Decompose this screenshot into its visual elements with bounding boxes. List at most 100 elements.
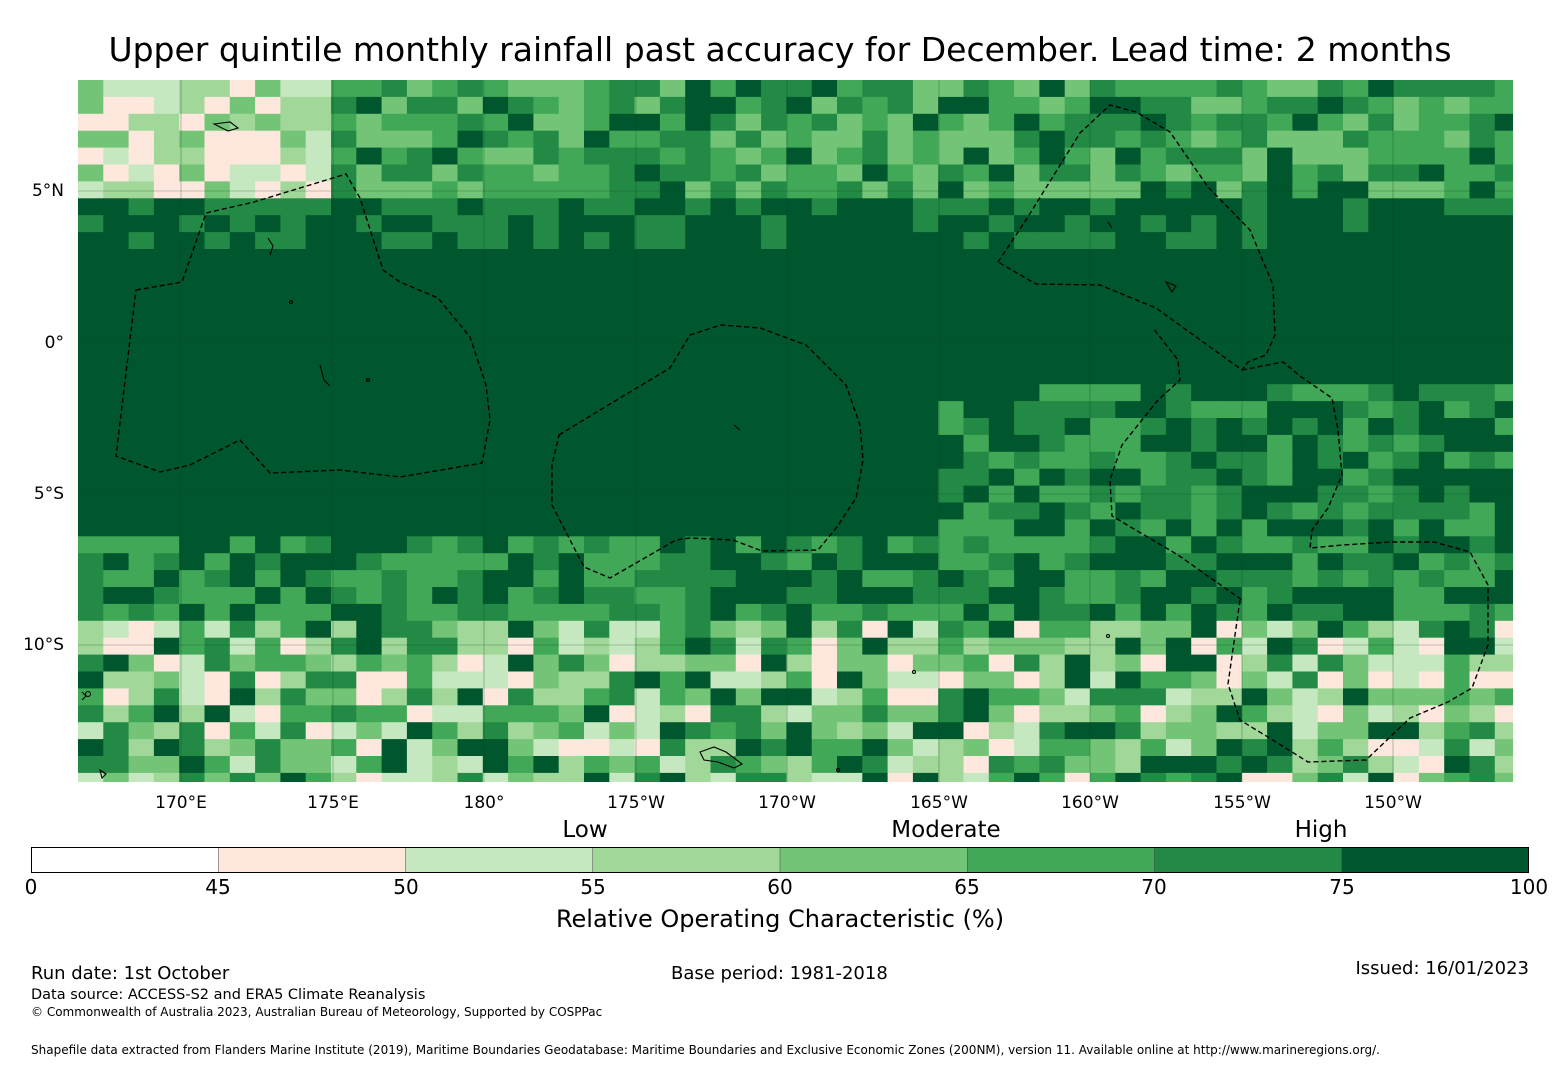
island-atoll <box>835 767 841 773</box>
roc-cell <box>659 350 686 368</box>
roc-cell <box>837 249 863 267</box>
roc-cell <box>1292 570 1319 588</box>
roc-cell <box>1191 96 1218 115</box>
lon-label-160w: 160°W <box>1061 793 1119 813</box>
roc-cell <box>710 350 737 368</box>
roc-cell <box>280 620 307 639</box>
roc-cell <box>1393 282 1420 301</box>
roc-cell <box>153 367 180 385</box>
roc-cell <box>255 603 281 622</box>
roc-cell <box>659 418 686 436</box>
roc-cell <box>634 468 661 487</box>
roc-cell <box>1469 401 1496 419</box>
roc-cell <box>761 299 787 318</box>
roc-cell <box>1444 485 1471 504</box>
roc-cell <box>887 688 914 706</box>
roc-cell <box>1469 671 1496 689</box>
roc-cell <box>1165 113 1192 132</box>
roc-cell <box>786 80 813 98</box>
roc-cell <box>1014 434 1040 453</box>
roc-cell <box>1418 722 1445 740</box>
roc-cell <box>1494 401 1513 419</box>
roc-cell <box>255 130 281 149</box>
roc-cell <box>381 249 408 267</box>
roc-cell <box>1343 468 1369 487</box>
roc-cell <box>862 350 889 368</box>
roc-cell <box>533 113 560 132</box>
roc-cell <box>1115 519 1142 537</box>
roc-cell <box>1039 502 1066 520</box>
roc-cell <box>533 350 560 368</box>
roc-cell <box>988 772 1015 782</box>
roc-cell <box>1343 384 1369 402</box>
roc-cell <box>78 739 104 757</box>
roc-cell <box>305 316 332 335</box>
roc-cell <box>229 536 256 554</box>
roc-cell <box>609 451 636 470</box>
roc-cell <box>128 282 155 301</box>
roc-cell <box>78 637 104 656</box>
roc-cell <box>1241 468 1268 487</box>
roc-cell <box>584 198 610 216</box>
roc-cell <box>103 215 130 233</box>
roc-cell <box>508 485 534 504</box>
roc-cell <box>1191 401 1218 419</box>
roc-cell <box>1090 654 1116 673</box>
roc-cell <box>1090 468 1116 487</box>
roc-cell <box>331 265 357 284</box>
roc-cell <box>1241 502 1268 520</box>
roc-cell <box>356 215 383 233</box>
roc-cell <box>1343 367 1369 385</box>
roc-cell <box>912 215 939 233</box>
roc-cell <box>1039 147 1066 166</box>
roc-cell <box>432 282 459 301</box>
roc-cell <box>1191 232 1218 250</box>
roc-cell <box>1165 485 1192 504</box>
roc-cell <box>1292 181 1319 199</box>
roc-cell <box>1494 722 1513 740</box>
roc-cell <box>1140 434 1167 453</box>
roc-cell <box>1090 536 1116 554</box>
roc-cell <box>1216 536 1243 554</box>
roc-cell <box>659 367 686 385</box>
roc-cell <box>280 96 307 115</box>
roc-cell <box>862 739 889 757</box>
roc-cell <box>584 451 610 470</box>
roc-cell <box>1469 113 1496 132</box>
roc-cell <box>912 587 939 605</box>
roc-cell <box>1444 282 1471 301</box>
roc-cell <box>1216 485 1243 504</box>
roc-cell <box>331 147 357 166</box>
island-atoll <box>99 768 107 780</box>
roc-cell <box>1368 451 1395 470</box>
eez-cook-french-polynesia <box>1109 327 1489 763</box>
roc-cell <box>963 282 990 301</box>
roc-cell <box>1216 367 1243 385</box>
roc-cell <box>634 418 661 436</box>
roc-cell <box>1191 519 1218 537</box>
roc-cell <box>78 249 104 267</box>
roc-cell <box>381 772 408 782</box>
roc-cell <box>457 587 484 605</box>
roc-cell <box>584 80 610 98</box>
roc-cell <box>659 164 686 182</box>
roc-cell <box>735 350 762 368</box>
roc-cell <box>381 282 408 301</box>
chart-title: Upper quintile monthly rainfall past acc… <box>108 30 1452 69</box>
roc-cell <box>457 333 484 351</box>
roc-cell <box>103 384 130 402</box>
roc-cell <box>1418 181 1445 199</box>
roc-cell <box>153 739 180 757</box>
roc-cell <box>1064 181 1091 199</box>
roc-cell <box>837 654 863 673</box>
roc-cell <box>1393 570 1420 588</box>
roc-cell <box>1216 418 1243 436</box>
roc-cell <box>128 96 155 115</box>
roc-cell <box>1393 772 1420 782</box>
roc-cell <box>938 536 965 554</box>
roc-cell <box>103 722 130 740</box>
colorbar-bin <box>1154 846 1343 874</box>
roc-cell <box>1115 587 1142 605</box>
roc-cell <box>685 333 712 351</box>
roc-cell <box>710 671 737 689</box>
